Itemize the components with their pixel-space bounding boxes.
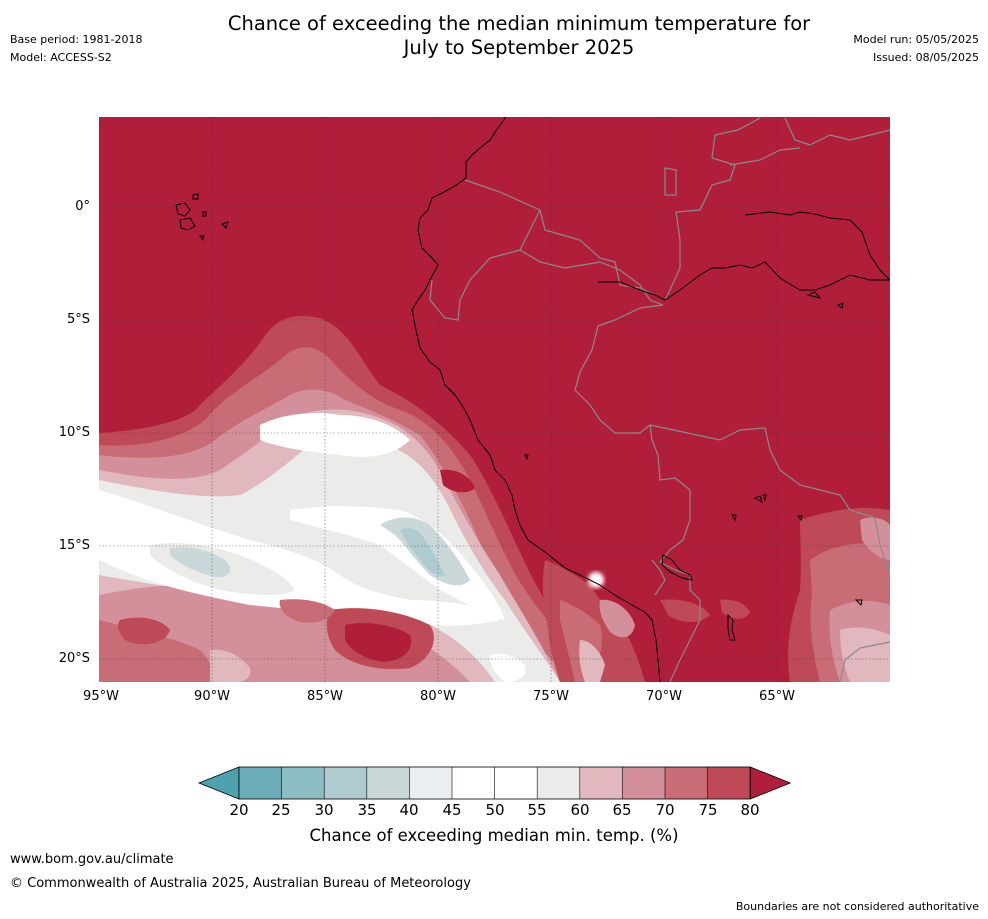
- land-contours: [542, 508, 890, 682]
- coastal-hotspot: [588, 572, 604, 588]
- model-run-label: Model run: 05/05/2025: [853, 33, 979, 46]
- colorbar-bin: [366, 767, 410, 799]
- model-label: Model: ACCESS-S2: [10, 51, 112, 64]
- colorbar-tick: 50: [485, 801, 505, 819]
- colorbar-bin: [707, 767, 751, 799]
- colorbar-tick: 75: [698, 801, 718, 819]
- colorbar-tick: 35: [357, 801, 377, 819]
- colorbar-bin: [409, 767, 452, 799]
- colorbar-bin: [494, 767, 538, 799]
- colorbar-tick: 60: [570, 801, 590, 819]
- colorbar-tick: 55: [527, 801, 547, 819]
- colorbar-tick: 25: [271, 801, 291, 819]
- country-borders: [429, 117, 890, 682]
- colorbar-bin: [579, 767, 623, 799]
- lon-label-80w: 80°W: [420, 689, 456, 704]
- colorbar-tick: 45: [442, 801, 462, 819]
- colorbar-extend-high: [749, 766, 792, 800]
- colorbar-extend-low: [197, 766, 240, 800]
- colorbar-tick: 65: [612, 801, 632, 819]
- colorbar-tick: 30: [314, 801, 334, 819]
- colorbar-bin: [324, 767, 367, 799]
- colorbar: [197, 766, 792, 800]
- lat-label-20s: 20°S: [58, 651, 90, 666]
- lon-label-65w: 65°W: [759, 689, 795, 704]
- lat-label-0: 0°: [75, 199, 90, 214]
- colorbar-title: Chance of exceeding median min. temp. (%…: [309, 826, 679, 845]
- map-title: Chance of exceeding the median minimum t…: [180, 12, 858, 60]
- copyright-text: © Commonwealth of Australia 2025, Austra…: [10, 876, 471, 891]
- coastlines: [175, 117, 890, 682]
- ocean-contours: [99, 316, 640, 682]
- colorbar-bin: [239, 767, 282, 799]
- base-period-label: Base period: 1981-2018: [10, 33, 143, 46]
- colorbar-bin: [452, 767, 495, 799]
- title-line-1: Chance of exceeding the median minimum t…: [227, 12, 811, 35]
- disclaimer-text: Boundaries are not considered authoritat…: [735, 900, 979, 913]
- colorbar-bin: [537, 767, 580, 799]
- issued-label: Issued: 08/05/2025: [872, 51, 979, 64]
- colorbar-bin: [622, 767, 665, 799]
- colorbar-tick: 70: [655, 801, 675, 819]
- title-line-2: July to September 2025: [403, 36, 635, 59]
- lon-label-75w: 75°W: [533, 689, 569, 704]
- map-plot-area: [99, 117, 890, 682]
- lon-label-90w: 90°W: [194, 689, 230, 704]
- lon-label-95w: 95°W: [83, 689, 119, 704]
- website-link[interactable]: www.bom.gov.au/climate: [10, 852, 174, 867]
- lat-label-10s: 10°S: [58, 425, 90, 440]
- colorbar-tick: 40: [399, 801, 419, 819]
- colorbar-bin: [281, 767, 325, 799]
- colorbar-tick: 20: [229, 801, 249, 819]
- colorbar-ticks: 20 25 30 35 40 45 50 55 60 65 70 75 80: [0, 801, 988, 821]
- colorbar-tick: 80: [740, 801, 760, 819]
- lat-label-15s: 15°S: [58, 538, 90, 553]
- colorbar-bin: [665, 767, 708, 799]
- graticule: [99, 117, 890, 682]
- lat-label-5s: 5°S: [66, 312, 90, 327]
- lon-label-85w: 85°W: [307, 689, 343, 704]
- lon-label-70w: 70°W: [646, 689, 682, 704]
